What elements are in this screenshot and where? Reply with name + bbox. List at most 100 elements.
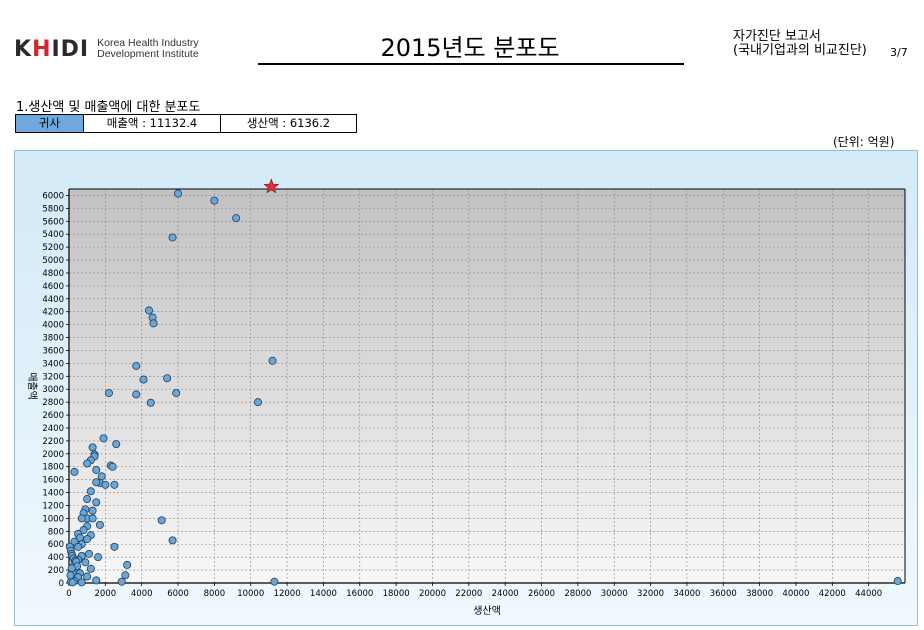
data-point — [893, 577, 902, 586]
y-axis-label: 매출액 — [26, 372, 38, 400]
data-point — [168, 536, 177, 545]
y-tick-label: 3800 — [42, 334, 64, 344]
y-tick-label: 1000 — [42, 514, 64, 524]
x-tick-label: 44000 — [855, 589, 882, 599]
x-tick-label: 8000 — [204, 589, 226, 599]
data-point — [68, 578, 77, 587]
own-company-label: 귀사 — [16, 115, 84, 132]
data-point — [86, 564, 95, 573]
y-tick-label: 5800 — [42, 204, 64, 214]
report-title: 자가진단 보고서 (국내기업과의 비교진단) — [733, 30, 867, 58]
x-tick-label: 32000 — [637, 589, 664, 599]
y-tick-label: 1400 — [42, 489, 64, 499]
data-point — [157, 516, 166, 525]
data-point — [83, 495, 92, 504]
y-tick-label: 2800 — [42, 398, 64, 408]
data-point — [95, 520, 104, 529]
logo-mark: KHIDI — [14, 36, 90, 62]
x-tick-label: 6000 — [167, 589, 189, 599]
data-point — [92, 478, 101, 487]
data-point — [123, 560, 132, 569]
data-point — [144, 306, 153, 315]
y-tick-label: 2600 — [42, 411, 64, 421]
data-point — [210, 196, 219, 205]
y-tick-label: 3600 — [42, 346, 64, 356]
data-point — [83, 572, 92, 581]
page-title: 2015년도 분포도 — [380, 34, 560, 62]
data-point — [139, 375, 148, 384]
y-tick-label: 2200 — [42, 437, 64, 447]
x-tick-label: 2000 — [95, 589, 117, 599]
khidi-logo: KHIDI Korea Health Industry Development … — [14, 36, 199, 62]
data-point — [86, 487, 95, 496]
y-tick-label: 5200 — [42, 243, 64, 253]
data-point — [83, 535, 92, 544]
x-tick-label: 38000 — [746, 589, 773, 599]
data-point — [67, 564, 76, 573]
y-tick-label: 4400 — [42, 295, 64, 305]
data-point — [88, 514, 97, 523]
data-point — [132, 390, 141, 399]
data-point — [270, 577, 279, 586]
y-tick-label: 2400 — [42, 424, 64, 434]
report-line1: 자가진단 보고서 — [733, 29, 821, 44]
data-point — [149, 319, 158, 328]
y-tick-label: 800 — [48, 527, 64, 537]
data-points — [65, 189, 902, 587]
y-tick-label: 0 — [59, 579, 64, 589]
y-tick-label: 1200 — [42, 501, 64, 511]
y-tick-label: 4600 — [42, 282, 64, 292]
y-tick-label: 200 — [48, 566, 64, 576]
x-tick-label: 12000 — [274, 589, 301, 599]
data-point — [92, 465, 101, 474]
data-point — [81, 558, 90, 567]
data-point — [74, 542, 83, 551]
x-tick-label: 4000 — [131, 589, 153, 599]
data-point — [66, 571, 75, 580]
data-point — [163, 374, 172, 383]
info-bar: 귀사 매출액 : 11132.4 생산액 : 6136.2 — [15, 114, 357, 133]
x-tick-label: 24000 — [492, 589, 519, 599]
y-tick-label: 4800 — [42, 269, 64, 279]
y-tick-label: 2000 — [42, 450, 64, 460]
logo-text: Korea Health Industry Development Instit… — [97, 38, 199, 60]
data-point — [97, 472, 106, 481]
data-point — [112, 440, 121, 449]
x-tick-label: 42000 — [819, 589, 846, 599]
y-tick-label: 3400 — [42, 359, 64, 369]
data-point — [108, 462, 117, 471]
data-point — [104, 389, 113, 398]
y-tick-label: 4000 — [42, 321, 64, 331]
x-tick-label: 30000 — [601, 589, 628, 599]
y-tick-label: 5600 — [42, 217, 64, 227]
data-point — [121, 571, 130, 580]
y-tick-label: 6000 — [42, 191, 64, 201]
data-point — [117, 577, 126, 586]
data-point — [92, 498, 101, 507]
own-company-star-marker — [263, 178, 280, 194]
y-tick-label: 5400 — [42, 230, 64, 240]
data-point — [88, 443, 97, 452]
data-point — [110, 542, 119, 551]
x-tick-label: 16000 — [346, 589, 373, 599]
x-tick-label: 26000 — [528, 589, 555, 599]
data-point — [94, 553, 103, 562]
data-point — [101, 480, 110, 489]
data-point — [168, 233, 177, 242]
y-tick-label: 1600 — [42, 476, 64, 486]
x-tick-label: 22000 — [455, 589, 482, 599]
data-point — [84, 549, 93, 558]
data-point — [83, 459, 92, 468]
data-point — [254, 398, 263, 407]
x-tick-label: 10000 — [237, 589, 264, 599]
x-tick-label: 34000 — [673, 589, 700, 599]
data-point — [77, 578, 86, 587]
data-point — [77, 514, 86, 523]
data-point — [268, 356, 277, 365]
chart-frame: 0 2000 4000 6000 8000 10000 12000 14000 16000 180… — [14, 150, 918, 626]
x-tick-label: 14000 — [310, 589, 337, 599]
logo-line1: Korea Health Industry — [97, 37, 199, 49]
data-point — [172, 389, 181, 398]
y-tick-label: 1800 — [42, 463, 64, 473]
data-point — [70, 467, 79, 476]
